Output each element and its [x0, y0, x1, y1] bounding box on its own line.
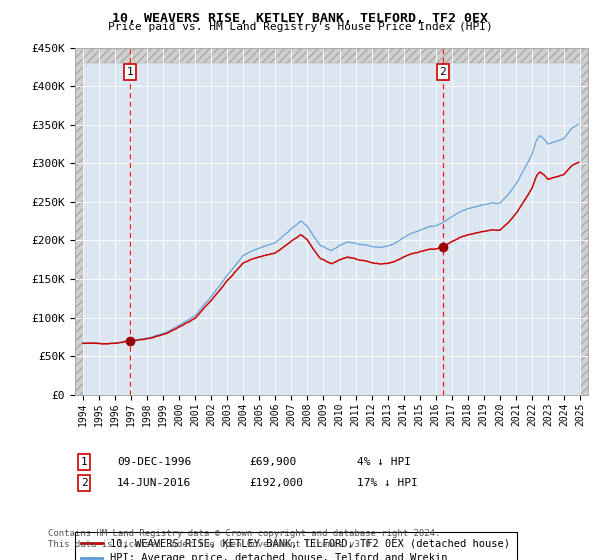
- Text: 1: 1: [127, 67, 133, 77]
- Text: 4% ↓ HPI: 4% ↓ HPI: [357, 457, 411, 467]
- Legend: 10, WEAVERS RISE, KETLEY BANK, TELFORD, TF2 0EX (detached house), HPI: Average p: 10, WEAVERS RISE, KETLEY BANK, TELFORD, …: [75, 532, 517, 560]
- Bar: [75, 48, 83, 395]
- Text: 09-DEC-1996: 09-DEC-1996: [117, 457, 191, 467]
- Text: £69,900: £69,900: [249, 457, 296, 467]
- Text: 2: 2: [80, 478, 88, 488]
- Text: 2: 2: [440, 67, 446, 77]
- Bar: [580, 48, 590, 395]
- Text: Contains HM Land Registry data © Crown copyright and database right 2024.
This d: Contains HM Land Registry data © Crown c…: [48, 529, 440, 549]
- Text: 14-JUN-2016: 14-JUN-2016: [117, 478, 191, 488]
- Text: £192,000: £192,000: [249, 478, 303, 488]
- Text: 1: 1: [80, 457, 88, 467]
- Text: 17% ↓ HPI: 17% ↓ HPI: [357, 478, 418, 488]
- Text: Price paid vs. HM Land Registry's House Price Index (HPI): Price paid vs. HM Land Registry's House …: [107, 22, 493, 32]
- Text: 10, WEAVERS RISE, KETLEY BANK, TELFORD, TF2 0EX: 10, WEAVERS RISE, KETLEY BANK, TELFORD, …: [112, 12, 488, 25]
- Bar: [75, 44, 588, 63]
